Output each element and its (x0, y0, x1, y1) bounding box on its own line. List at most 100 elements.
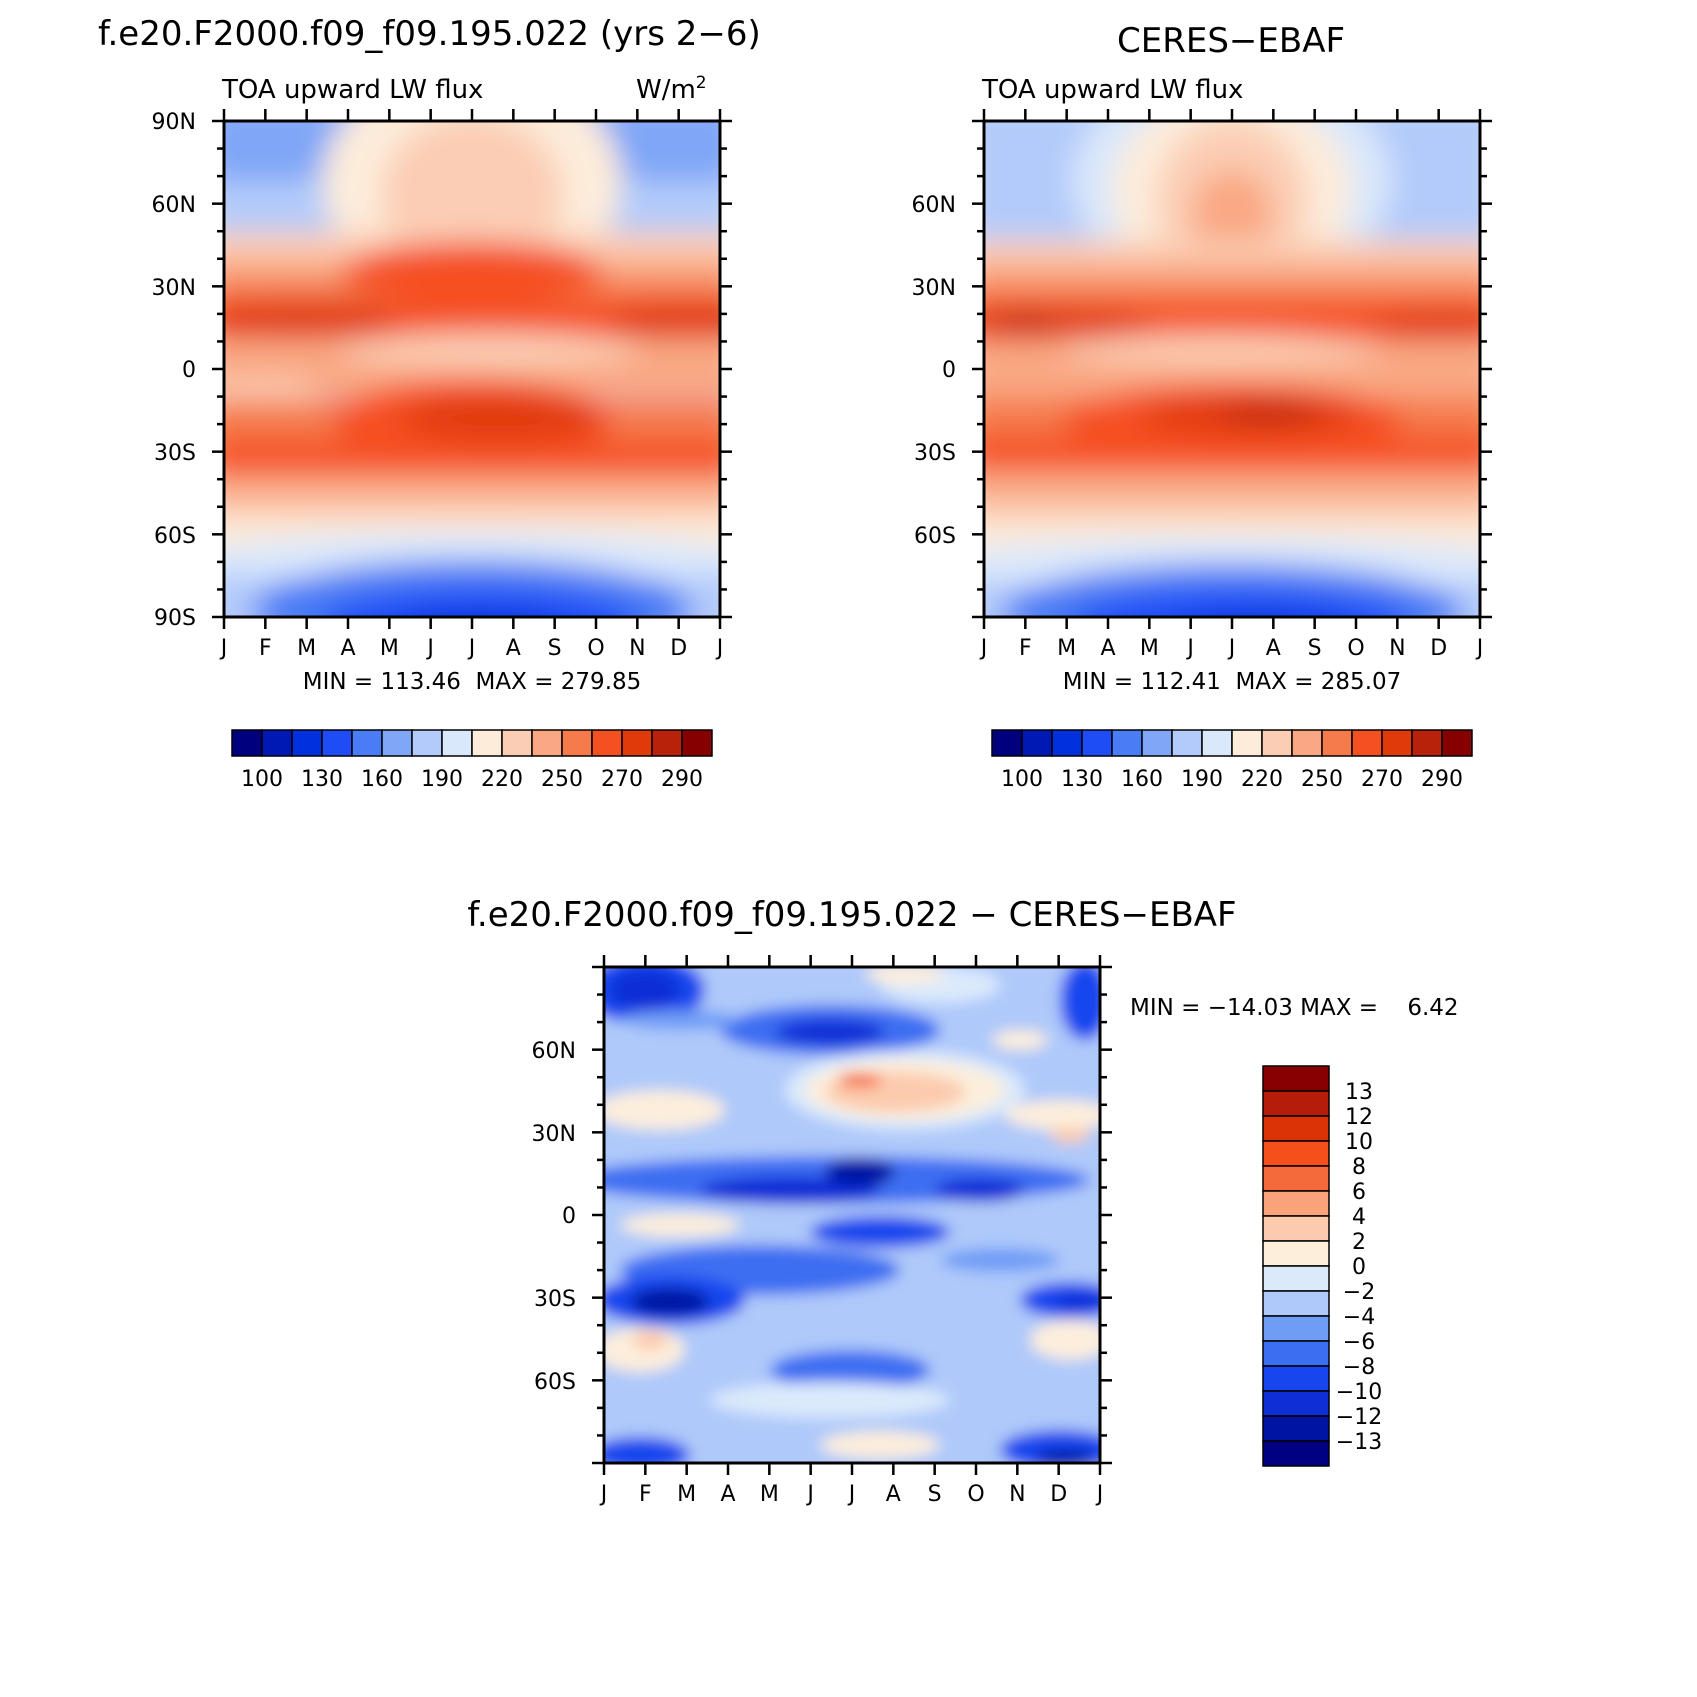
colorbar-box (1111, 729, 1143, 757)
colorbar-label: 10 (1345, 1130, 1373, 1155)
field-anomaly-midlat-max (838, 1073, 882, 1087)
colorbar-box (531, 729, 563, 757)
x-tick-label: J (1095, 1482, 1104, 1507)
field-anomaly-equator-warm (620, 1213, 740, 1237)
colorbar-box (1171, 729, 1203, 757)
x-tick-label: F (259, 636, 272, 661)
colorbar-label: 0 (1352, 1255, 1366, 1280)
panel-difference: f.e20.F2000.f09_f09.195.022 − CERES−EBAF (467, 895, 1458, 1507)
colorbar-box (1231, 729, 1263, 757)
panel-model-stats: MIN = 113.46 MAX = 279.85 (303, 669, 642, 695)
colorbar-label: 250 (1301, 767, 1343, 792)
field-anomaly-subtropic-north-core-a (700, 1176, 880, 1204)
colorbar-label: 220 (1241, 767, 1283, 792)
y-tick-label: 0 (942, 358, 956, 383)
colorbar-box (351, 729, 383, 757)
colorbar-box (411, 729, 443, 757)
colorbar-box (1291, 729, 1323, 757)
field-hotspot-north-east (1370, 310, 1480, 340)
colorbar-label: 130 (301, 767, 343, 792)
x-tick-label: A (886, 1482, 901, 1507)
colorbar-box (501, 729, 533, 757)
x-tick-label: M (380, 636, 399, 661)
field-anomaly-antarctic-west (604, 1437, 690, 1463)
colorbar-label: 290 (661, 767, 703, 792)
y-tick-label: 30N (532, 1122, 576, 1147)
colorbar-label: 270 (601, 767, 643, 792)
field-region-summer-hot (342, 242, 602, 302)
colorbar-box (1262, 1240, 1330, 1267)
field-anomaly-midlat-west-warm (604, 1090, 725, 1130)
x-tick-label: A (506, 636, 521, 661)
panel-observed: CERES−EBAF TOA upward LW flux (912, 21, 1492, 792)
x-tick-label: F (639, 1482, 652, 1507)
panel-model: f.e20.F2000.f09_f09.195.022 (yrs 2−6) TO… (98, 14, 761, 792)
colorbar-box (1262, 1165, 1330, 1192)
colorbar-box (1141, 729, 1173, 757)
panel-model-variable-label: TOA upward LW flux (221, 75, 483, 105)
x-tick-label: J (467, 636, 476, 661)
panel-observed-y-axis-labels: 60N 30N 0 30S 60S (912, 193, 956, 549)
x-tick-label: J (847, 1482, 856, 1507)
field-hotspot-north-east (610, 302, 720, 342)
colorbar-label: −6 (1343, 1330, 1375, 1355)
colorbar-box (471, 729, 503, 757)
colorbar-box (1081, 729, 1113, 757)
colorbar-box (1262, 1090, 1330, 1117)
panel-observed-colorbar-labels: 100 130 160 190 220 250 270 290 (1001, 767, 1463, 792)
panel-difference-ticks (592, 955, 1112, 1475)
field-anomaly-arctic-warm (865, 967, 945, 984)
panel-model-y-axis-labels: 90N 60N 30N 0 30S 60S 90S (152, 110, 196, 631)
colorbar-label: −2 (1343, 1280, 1375, 1305)
colorbar-label: −10 (1336, 1380, 1382, 1405)
panel-difference-stats: MIN = −14.03 MAX = 6.42 (1130, 995, 1459, 1021)
field-anomaly-midlat-warm-east (992, 1030, 1048, 1050)
colorbar-box (621, 729, 653, 757)
panel-observed-stats: MIN = 112.41 MAX = 285.07 (1063, 669, 1402, 695)
x-tick-label: S (1308, 636, 1322, 661)
colorbar-label: 8 (1352, 1155, 1366, 1180)
colorbar-box (1411, 729, 1443, 757)
colorbar-box (561, 729, 593, 757)
colorbar-box (1262, 1390, 1330, 1417)
colorbar-box (1262, 1315, 1330, 1342)
y-tick-label: 60S (534, 1370, 576, 1395)
field-anomaly-subtropic-north-core-c (935, 1178, 1025, 1202)
x-tick-label: D (1050, 1482, 1067, 1507)
y-tick-label: 90N (152, 110, 196, 135)
panel-difference-field (604, 967, 1100, 1463)
x-tick-label: M (297, 636, 316, 661)
x-tick-label: A (340, 636, 355, 661)
x-tick-label: D (1430, 636, 1447, 661)
panel-observed-title: CERES−EBAF (1117, 21, 1345, 61)
field-hotspot-south (400, 396, 600, 440)
x-tick-label: S (928, 1482, 942, 1507)
x-tick-label: O (1347, 636, 1364, 661)
panel-model-field (224, 121, 720, 617)
field-anomaly-south-subpolar (710, 1382, 950, 1418)
x-tick-label: J (1227, 636, 1236, 661)
panel-observed-variable-label: TOA upward LW flux (981, 75, 1243, 105)
field-anomaly-antarctic-east-core (1035, 1450, 1095, 1463)
colorbar-box (651, 729, 683, 757)
colorbar-label: 4 (1352, 1205, 1366, 1230)
colorbar-label: −4 (1343, 1305, 1375, 1330)
colorbar-box (1381, 729, 1413, 757)
x-tick-label: J (425, 636, 434, 661)
colorbar-box (1262, 1440, 1330, 1467)
colorbar-box (1201, 729, 1233, 757)
colorbar-box (1262, 1340, 1330, 1367)
field-anomaly-north-west-core (610, 970, 680, 1010)
colorbar-box (231, 729, 263, 757)
colorbar-label: −8 (1343, 1355, 1375, 1380)
x-tick-label: M (677, 1482, 696, 1507)
colorbar-box (1441, 729, 1473, 757)
colorbar-box (1262, 1290, 1330, 1317)
colorbar-box (591, 729, 623, 757)
colorbar-box (1351, 729, 1383, 757)
colorbar-box (441, 729, 473, 757)
y-tick-label: 90S (154, 606, 196, 631)
colorbar-box (1262, 1215, 1330, 1242)
